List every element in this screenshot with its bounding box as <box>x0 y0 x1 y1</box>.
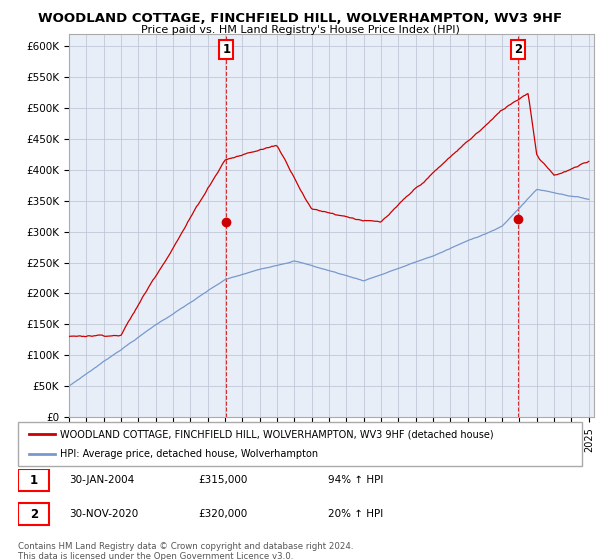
Text: 1: 1 <box>30 474 38 487</box>
Text: 94% ↑ HPI: 94% ↑ HPI <box>328 475 383 485</box>
Text: HPI: Average price, detached house, Wolverhampton: HPI: Average price, detached house, Wolv… <box>60 449 319 459</box>
Text: Contains HM Land Registry data © Crown copyright and database right 2024.
This d: Contains HM Land Registry data © Crown c… <box>18 542 353 560</box>
Text: 30-NOV-2020: 30-NOV-2020 <box>69 510 138 519</box>
Text: 2: 2 <box>514 43 522 55</box>
Text: 30-JAN-2004: 30-JAN-2004 <box>69 475 134 485</box>
FancyBboxPatch shape <box>18 469 49 491</box>
FancyBboxPatch shape <box>18 503 49 525</box>
Text: Price paid vs. HM Land Registry's House Price Index (HPI): Price paid vs. HM Land Registry's House … <box>140 25 460 35</box>
Text: WOODLAND COTTAGE, FINCHFIELD HILL, WOLVERHAMPTON, WV3 9HF (detached house): WOODLAND COTTAGE, FINCHFIELD HILL, WOLVE… <box>60 429 494 439</box>
Text: 1: 1 <box>222 43 230 55</box>
Text: WOODLAND COTTAGE, FINCHFIELD HILL, WOLVERHAMPTON, WV3 9HF: WOODLAND COTTAGE, FINCHFIELD HILL, WOLVE… <box>38 12 562 25</box>
Text: £315,000: £315,000 <box>199 475 248 485</box>
Text: £320,000: £320,000 <box>199 510 248 519</box>
Text: 2: 2 <box>30 508 38 521</box>
Text: 20% ↑ HPI: 20% ↑ HPI <box>328 510 383 519</box>
